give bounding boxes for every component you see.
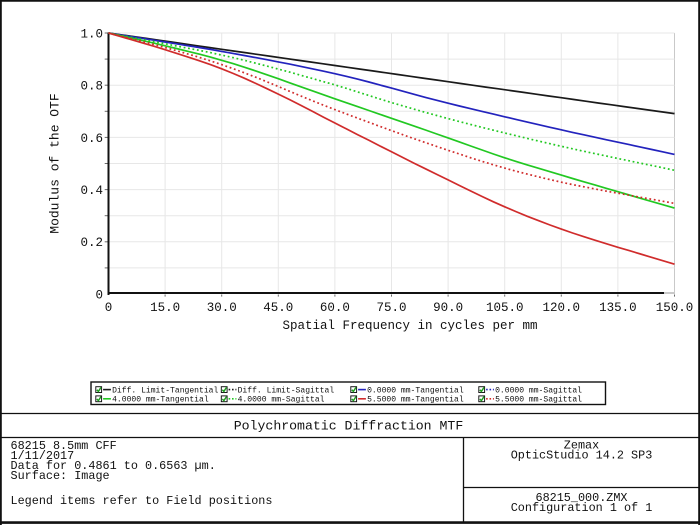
svg-text:0.0000 mm-Sagittal: 0.0000 mm-Sagittal: [495, 387, 582, 396]
svg-text:75.0: 75.0: [376, 301, 406, 315]
svg-text:0.8: 0.8: [80, 80, 103, 94]
svg-text:OpticStudio 14.2 SP3: OpticStudio 14.2 SP3: [511, 449, 653, 463]
svg-text:4.0000 mm-Tangential: 4.0000 mm-Tangential: [112, 396, 209, 405]
svg-text:1.0: 1.0: [80, 27, 103, 41]
svg-text:0.2: 0.2: [80, 236, 103, 250]
svg-text:Configuration 1 of 1: Configuration 1 of 1: [511, 501, 653, 515]
svg-text:120.0: 120.0: [543, 301, 581, 315]
svg-text:1/11/2017: 1/11/2017: [11, 449, 75, 463]
svg-text:Zemax: Zemax: [564, 438, 599, 452]
svg-text:0: 0: [105, 301, 113, 315]
svg-text:0.0000 mm-Tangential: 0.0000 mm-Tangential: [367, 387, 464, 396]
svg-text:0.4: 0.4: [80, 184, 103, 198]
svg-text:0: 0: [95, 288, 103, 302]
svg-text:30.0: 30.0: [207, 301, 237, 315]
svg-text:15.0: 15.0: [150, 301, 180, 315]
svg-text:Spatial Frequency in cycles pe: Spatial Frequency in cycles per mm: [282, 319, 537, 333]
svg-text:Diff. Limit-Tangential: Diff. Limit-Tangential: [112, 387, 218, 396]
svg-text:5.5000 mm-Sagittal: 5.5000 mm-Sagittal: [495, 396, 582, 405]
svg-text:105.0: 105.0: [486, 301, 524, 315]
svg-text:Legend items refer to Field po: Legend items refer to Field positions: [11, 494, 273, 508]
svg-text:68215_000.ZMX: 68215_000.ZMX: [535, 491, 627, 505]
svg-text:90.0: 90.0: [433, 301, 463, 315]
svg-text:Data for 0.4861 to 0.6563 µm.: Data for 0.4861 to 0.6563 µm.: [11, 459, 216, 473]
svg-text:Modulus of the OTF: Modulus of the OTF: [48, 93, 63, 233]
svg-text:68215 8.5mm CFF: 68215 8.5mm CFF: [11, 439, 117, 453]
svg-text:60.0: 60.0: [320, 301, 350, 315]
svg-text:Polychromatic Diffraction MTF: Polychromatic Diffraction MTF: [234, 418, 464, 433]
svg-text:150.0: 150.0: [656, 301, 694, 315]
svg-text:4.0000 mm-Sagittal: 4.0000 mm-Sagittal: [238, 396, 325, 405]
svg-text:Surface: Image: Surface: Image: [11, 469, 110, 483]
svg-text:5.5000 mm-Tangential: 5.5000 mm-Tangential: [367, 396, 464, 405]
svg-text:135.0: 135.0: [599, 301, 637, 315]
svg-text:45.0: 45.0: [263, 301, 293, 315]
svg-text:0.6: 0.6: [80, 132, 103, 146]
svg-text:Diff. Limit-Sagittal: Diff. Limit-Sagittal: [238, 387, 335, 396]
